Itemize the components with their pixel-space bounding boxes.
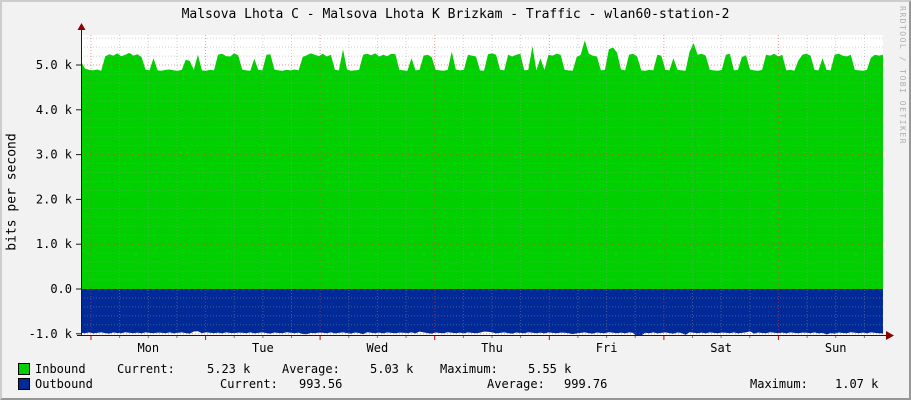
svg-text:Tue: Tue — [252, 341, 274, 355]
chart-title: Malsova Lhota C - Malsova Lhota K Brizka… — [181, 7, 730, 22]
svg-text:Wed: Wed — [367, 341, 389, 355]
outbound-maximum-label: Maximum: — [750, 377, 808, 391]
svg-text:3.0 k: 3.0 k — [36, 148, 73, 162]
outbound-current-value: 993.56 — [299, 377, 343, 391]
outbound-maximum-value: 1.07 k — [835, 377, 879, 391]
inbound-current-value: 5.23 k — [207, 362, 251, 376]
svg-text:4.0 k: 4.0 k — [36, 103, 73, 117]
svg-text:-1.0 k: -1.0 k — [29, 327, 73, 341]
svg-text:Mon: Mon — [137, 341, 159, 355]
inbound-swatch — [18, 363, 30, 375]
inbound-maximum-label: Maximum: — [440, 362, 498, 376]
inbound-average-label: Average: — [282, 362, 340, 376]
svg-text:Sat: Sat — [710, 341, 732, 355]
inbound-current-label: Current: — [117, 362, 175, 376]
inbound-maximum-value: 5.55 k — [528, 362, 572, 376]
svg-text:Sun: Sun — [825, 341, 847, 355]
outbound-current-label: Current: — [220, 377, 278, 391]
inbound-average-value: 5.03 k — [370, 362, 414, 376]
svg-text:Fri: Fri — [596, 341, 618, 355]
outbound-average-label: Average: — [487, 377, 545, 391]
inbound-legend-label: Inbound — [35, 362, 86, 376]
svg-text:0.0: 0.0 — [50, 282, 72, 296]
svg-text:5.0 k: 5.0 k — [36, 58, 73, 72]
svg-text:1.0 k: 1.0 k — [36, 237, 73, 251]
outbound-average-value: 999.76 — [564, 377, 608, 391]
rrdtool-watermark: RRDTOOL / TOBI OETIKER — [898, 6, 907, 145]
outbound-swatch — [18, 378, 30, 390]
svg-text:2.0 k: 2.0 k — [36, 192, 73, 206]
svg-text:Thu: Thu — [481, 341, 503, 355]
outbound-legend-label: Outbound — [35, 377, 93, 391]
